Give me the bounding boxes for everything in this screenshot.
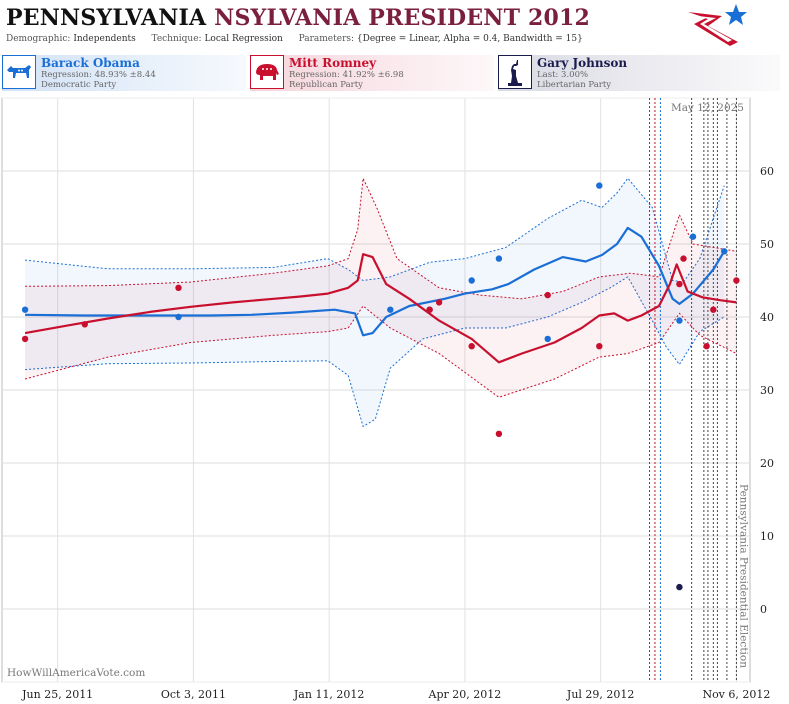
poll-chart: May 12, 2025 Pennsylvania Presidential E… [1,97,774,701]
candidate-name: Mitt Romney [289,56,377,70]
poll-points [21,182,740,591]
mitt-romney-poll-point[interactable] [710,306,717,313]
donkey-icon [2,55,36,89]
candidate-party: Libertarian Party [537,80,612,90]
elephant-icon [250,55,284,89]
mitt-romney-poll-point[interactable] [175,284,182,291]
x-tick-label: Oct 3, 2011 [161,688,226,701]
mitt-romney-poll-point[interactable] [468,343,475,350]
legend-obama[interactable]: Barack Obama Regression: 48.93% ±8.44 De… [2,55,246,91]
x-tick-label: Nov 6, 2012 [702,688,770,701]
barack-obama-poll-point[interactable] [495,255,503,262]
legend-romney[interactable]: Mitt Romney Regression: 41.92% ±6.98 Rep… [250,55,494,91]
mitt-romney-poll-point[interactable] [680,255,687,262]
election-label: Pennsylvania Presidential Election [737,484,749,668]
barack-obama-poll-point[interactable] [544,335,551,343]
barack-obama-poll-point[interactable] [721,248,728,255]
y-tick-label: 30 [760,384,774,397]
mitt-romney-poll-point[interactable] [21,335,29,343]
statue-of-liberty-icon [498,55,532,89]
current-date-label: May 12, 2025 [671,102,744,114]
mitt-romney-poll-point[interactable] [426,306,433,313]
confidence-bands [24,176,737,428]
barack-obama-upper-bound [25,177,725,283]
mitt-romney-trend-line [24,253,737,364]
barack-obama-poll-point[interactable] [468,277,475,284]
mitt-romney-poll-point[interactable] [733,277,740,284]
candidate-stat: Regression: 48.93% ±8.44 [41,70,156,80]
candidate-party: Republican Party [289,80,363,90]
page-title: PENNSYLVANIA NSYLVANIA PRESIDENT 2012 [6,5,590,31]
mitt-romney-poll-point[interactable] [676,280,683,288]
axes: May 12, 2025 Pennsylvania Presidential E… [7,102,774,701]
parameter-line: Demographic: Independents Technique: Loc… [6,34,583,44]
mitt-romney-poll-point[interactable] [435,299,443,306]
source-label: HowWillAmericaVote.com [7,667,145,679]
title-rest: NSYLVANIA PRESIDENT 2012 [214,5,591,31]
header: PENNSYLVANIA NSYLVANIA PRESIDENT 2012 De… [0,0,789,52]
barack-obama-confidence-band [25,178,725,427]
candidate-legend: Barack Obama Regression: 48.93% ±8.44 De… [0,55,789,93]
barack-obama-trend-line [25,226,726,337]
mitt-romney-confidence-band [25,178,737,398]
demographic-label: Demographic: [6,34,71,44]
gary-johnson-poll-point[interactable] [676,583,683,591]
mitt-romney-poll-point[interactable] [703,343,710,350]
barack-obama-poll-point[interactable] [21,306,29,313]
site-logo [688,4,747,46]
barack-obama-poll-point[interactable] [387,306,394,313]
barack-obama-poll-point[interactable] [175,313,182,321]
candidate-name: Barack Obama [41,56,140,70]
parameters-label: Parameters: [298,34,355,44]
legend-johnson[interactable]: Gary Johnson Last: 3.00% Libertarian Par… [498,55,780,91]
mitt-romney-poll-point[interactable] [544,291,551,299]
mitt-romney-lower-bound [24,305,737,398]
mitt-romney-poll-point[interactable] [596,343,603,350]
barack-obama-poll-point[interactable] [689,233,697,240]
candidate-stat: Regression: 41.92% ±6.98 [289,70,404,80]
y-tick-label: 0 [760,603,767,616]
mitt-romney-upper-bound [25,176,737,300]
trend-lines [24,226,737,364]
y-tick-label: 20 [760,457,774,470]
mitt-romney-poll-point[interactable] [81,321,89,328]
y-tick-label: 40 [760,311,774,324]
candidate-party: Democratic Party [41,80,117,90]
y-tick-label: 10 [760,530,774,543]
x-tick-label: Jan 11, 2012 [293,688,365,701]
parameters-value: {Degree = Linear, Alpha = 0.4, Bandwidth… [356,34,583,44]
candidate-name: Gary Johnson [537,56,628,70]
barack-obama-poll-point[interactable] [676,317,683,324]
technique-value: Local Regression [204,34,283,44]
grid [1,97,751,683]
technique-label: Technique: [151,34,202,44]
x-tick-label: Jul 29, 2012 [566,688,635,701]
y-tick-label: 50 [760,238,774,251]
mitt-romney-poll-point[interactable] [495,430,503,437]
y-tick-label: 60 [760,165,774,178]
barack-obama-poll-point[interactable] [596,182,603,189]
candidate-stat: Last: 3.00% [537,70,589,80]
title-state: PENNSYLVANIA [6,5,207,31]
x-tick-label: Jun 25, 2011 [21,688,93,701]
poll-date-markers [649,98,737,682]
x-tick-label: Apr 20, 2012 [428,688,502,701]
demographic-value: Independents [73,34,136,44]
